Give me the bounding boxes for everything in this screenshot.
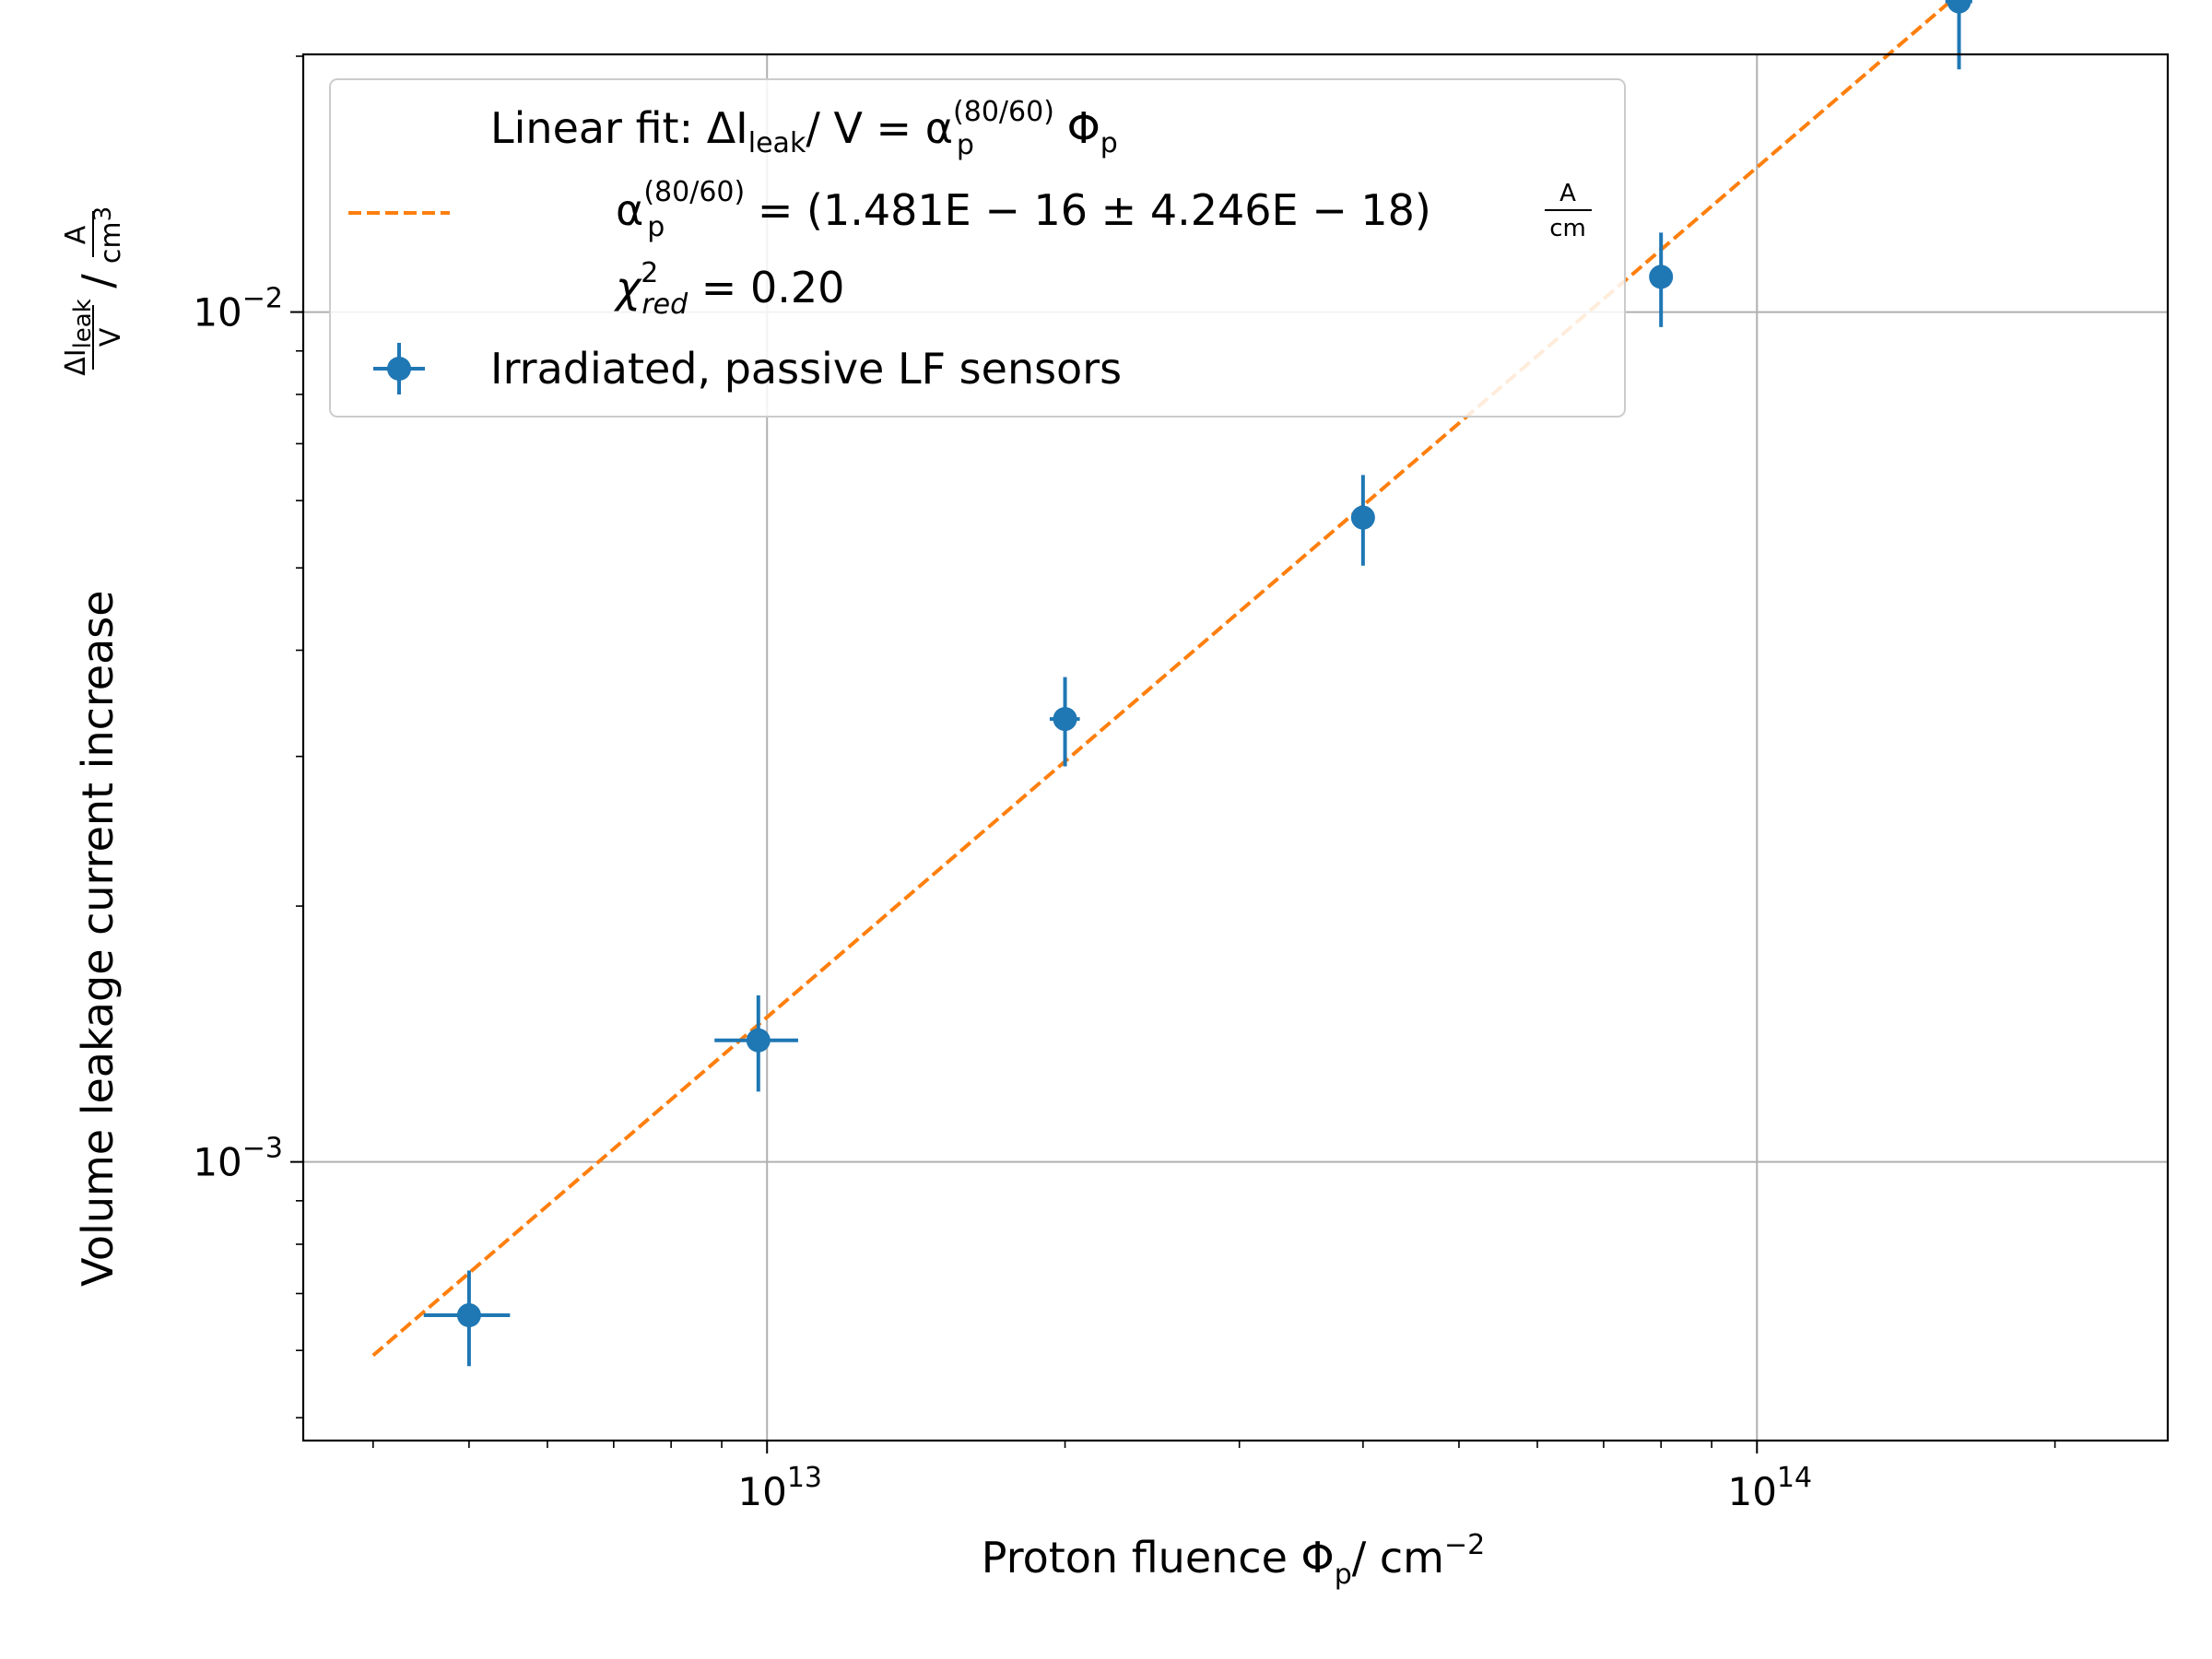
y-axis-label-unit-den-main: cm xyxy=(95,221,127,264)
y-tick-label-base: 10 xyxy=(193,1140,241,1185)
x-axis-label-suffix: / cm xyxy=(1352,1533,1444,1583)
axes-frame xyxy=(301,53,2170,1442)
minor-ticks xyxy=(296,55,2056,1448)
x-tick-labels: 1013 1014 xyxy=(737,1462,1812,1514)
y-axis-label: Volume leakage current increase ΔIleak V… xyxy=(60,206,127,1287)
data-point xyxy=(1350,505,1375,530)
x-axis-label-sub: p xyxy=(1335,1559,1352,1591)
x-tick-label-exp: 14 xyxy=(1777,1462,1812,1494)
data-point xyxy=(1053,707,1077,732)
fit-line xyxy=(371,0,1955,1358)
legend-data-label: Irradiated, passive LF sensors xyxy=(490,344,1122,394)
y-tick-label-1e-2: 10−2 xyxy=(193,283,283,335)
data-point xyxy=(456,1303,481,1328)
major-ticks xyxy=(290,311,1759,1453)
legend-fit-line3-chi: χ xyxy=(613,263,642,312)
legend-fit-line1-mid: / V = α xyxy=(806,103,953,153)
legend-box xyxy=(329,78,1626,418)
legend-fit-line3-sub: red xyxy=(641,288,688,321)
data-point xyxy=(1649,265,1674,289)
legend-fit-line2-sub: p xyxy=(647,211,665,243)
y-axis-label-unit-den-sup: 3 xyxy=(89,206,117,222)
x-axis-label: Proton fluence Φp/ cm−2 xyxy=(982,1529,1485,1591)
y-axis-label-frac-den: V xyxy=(95,327,127,347)
data-point xyxy=(746,1028,771,1053)
y-axis-label-unit-den: cm3 xyxy=(89,206,127,264)
x-tick-label-base: 10 xyxy=(1727,1469,1776,1514)
legend-fit-line2: α(80/60) p = (1.481E − 16 ± 4.246E − 18) xyxy=(616,176,1431,243)
y-tick-label-base: 10 xyxy=(193,290,241,335)
y-tick-label-1e-3: 10−3 xyxy=(193,1133,283,1185)
legend-data-handle-marker xyxy=(387,357,411,381)
legend-fit-line1-sub3: p xyxy=(1100,127,1118,159)
x-tick-label-1e14: 1014 xyxy=(1727,1462,1812,1514)
x-tick-label-base: 10 xyxy=(737,1469,786,1514)
x-axis-label-sup: −2 xyxy=(1444,1529,1485,1561)
x-axis-label-prefix: Proton fluence Φ xyxy=(982,1533,1335,1583)
legend-fit-line2-sup: (80/60) xyxy=(643,176,745,208)
legend-fit-line2-frac-num: A xyxy=(1559,180,1576,207)
y-axis-label-text: Volume leakage current increase xyxy=(73,590,123,1287)
legend-fit-line1-sup2: (80/60) xyxy=(953,96,1054,128)
legend-fit-line1: Linear fit: ΔIleak/ V = α(80/60) p Φp xyxy=(490,96,1118,161)
legend-data-handle xyxy=(373,343,425,394)
legend-fit-line2-frac-den: cm xyxy=(1549,215,1586,242)
x-tick-label-exp: 13 xyxy=(787,1462,822,1494)
y-axis-label-unit-num: A xyxy=(60,225,92,244)
plot-area xyxy=(371,0,1972,1367)
legend-fit-line3-body: = 0.20 xyxy=(688,263,844,312)
data-point xyxy=(1947,0,1971,14)
legend-fit-line3-sup: 2 xyxy=(641,257,658,289)
legend-fit-line1-tail: Φ xyxy=(1053,103,1100,153)
legend-fit-line3: χ2 red = 0.20 xyxy=(613,257,844,321)
legend: Linear fit: ΔIleak/ V = α(80/60) p Φp α(8… xyxy=(329,78,1626,418)
legend-fit-line1-sub2: p xyxy=(957,129,974,161)
y-tick-label-exp: −3 xyxy=(242,1133,283,1165)
legend-fit-line2-body: = (1.481E − 16 ± 4.246E − 18) xyxy=(744,185,1431,235)
legend-fit-line2-alpha: α xyxy=(616,185,643,235)
legend-fit-line1-sub1: leak xyxy=(748,127,806,159)
y-axis-label-slash: / xyxy=(73,274,123,288)
y-tick-labels: 10−3 10−2 xyxy=(193,283,283,1185)
legend-fit-line1-prefix: Linear fit: ΔI xyxy=(490,103,748,153)
y-tick-label-exp: −2 xyxy=(242,283,283,315)
x-tick-label-1e13: 1013 xyxy=(737,1462,822,1514)
y-axis-label-frac-num-main: ΔI xyxy=(60,348,92,375)
